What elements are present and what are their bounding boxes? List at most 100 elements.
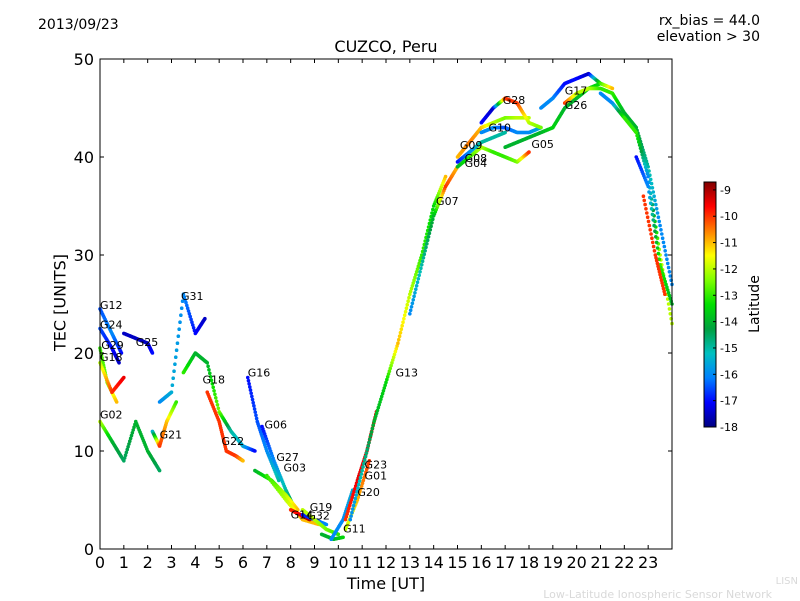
satellite-label: G23 <box>365 459 388 472</box>
data-point <box>657 270 662 274</box>
data-point <box>427 231 432 236</box>
data-point <box>661 240 666 245</box>
data-point <box>122 459 126 463</box>
data-point <box>248 385 252 389</box>
colorbar-tick-label: -10 <box>720 210 738 223</box>
colorbar-tick-label: -16 <box>720 368 738 381</box>
data-point <box>385 377 389 382</box>
data-point <box>665 285 669 290</box>
x-tick-label: 16 <box>471 553 491 572</box>
colorbar-tick-label: -12 <box>720 263 738 276</box>
data-point <box>415 280 420 285</box>
data-point <box>666 291 671 295</box>
series-G28 <box>479 96 543 130</box>
satellite-label: G19 <box>310 501 333 514</box>
data-point <box>117 361 121 365</box>
colorbar <box>703 181 717 428</box>
data-point <box>254 413 258 418</box>
satellite-label: G14 <box>291 509 314 522</box>
data-point <box>424 245 428 250</box>
data-point <box>364 451 369 455</box>
data-point <box>185 306 190 311</box>
data-point <box>249 391 253 396</box>
data-point <box>397 334 402 339</box>
colorbar-tick-label: -9 <box>720 184 731 197</box>
data-point <box>248 388 253 392</box>
data-point <box>647 190 651 194</box>
data-point <box>212 389 216 393</box>
data-point <box>208 375 213 379</box>
x-tick-label: 0 <box>95 553 105 572</box>
data-point <box>404 306 409 311</box>
x-tick-label: 17 <box>495 553 515 572</box>
data-point <box>642 159 646 163</box>
data-point <box>206 364 210 369</box>
data-point <box>663 249 667 253</box>
data-point <box>341 535 345 540</box>
data-point <box>352 489 356 494</box>
colorbar-tick-label: -11 <box>720 237 738 250</box>
satellite-label: G25 <box>136 336 159 349</box>
data-point <box>375 408 380 413</box>
data-point <box>188 314 193 319</box>
data-point <box>411 281 416 285</box>
x-tick-label: 2 <box>143 553 153 572</box>
satellite-label: G22 <box>222 435 245 448</box>
data-point <box>641 155 645 160</box>
data-point <box>650 236 654 240</box>
data-point <box>639 149 644 154</box>
data-point <box>391 355 396 360</box>
data-point <box>646 219 651 224</box>
x-tick-label: 5 <box>214 553 224 572</box>
data-point <box>650 240 655 245</box>
data-point <box>369 430 374 434</box>
series-G07 <box>408 165 460 316</box>
data-point <box>396 337 401 342</box>
x-tick-label: 14 <box>423 553 443 572</box>
satellite-label: G29 <box>101 339 124 352</box>
data-point <box>653 198 657 203</box>
series-G17 <box>539 71 615 110</box>
data-point <box>381 389 386 393</box>
data-point <box>412 278 416 283</box>
data-point <box>359 487 363 491</box>
data-point <box>660 236 665 240</box>
data-point <box>646 174 650 179</box>
series-G13 <box>348 174 448 522</box>
satellite-label: G31 <box>181 290 204 303</box>
data-point <box>350 495 355 500</box>
data-point <box>643 202 647 207</box>
series-G25 <box>122 331 155 355</box>
data-point <box>379 397 383 402</box>
data-point <box>122 375 126 380</box>
data-point <box>384 380 388 385</box>
data-point <box>374 411 379 416</box>
data-point <box>400 323 404 328</box>
data-point <box>345 512 349 516</box>
data-point <box>431 217 435 222</box>
data-point <box>408 292 412 297</box>
data-point <box>175 341 180 346</box>
data-point <box>360 481 365 486</box>
data-point <box>251 400 256 405</box>
data-point <box>651 244 656 249</box>
data-point <box>376 405 381 410</box>
x-tick-label: 11 <box>352 553 372 572</box>
data-point <box>419 266 423 271</box>
satellite-label: G18 <box>202 373 225 386</box>
satellite-label: G27 <box>276 451 299 464</box>
data-point <box>173 362 177 367</box>
data-point <box>363 473 367 477</box>
data-point <box>126 445 130 449</box>
data-point <box>368 437 372 441</box>
data-point <box>430 221 434 225</box>
data-point <box>359 472 364 476</box>
data-point <box>652 223 656 228</box>
data-point <box>638 146 643 151</box>
data-point <box>660 281 664 285</box>
x-tick-label: 22 <box>614 553 634 572</box>
data-point <box>644 168 649 173</box>
series-G26c <box>634 155 674 306</box>
x-tick-label: 7 <box>262 553 272 572</box>
satellite-label: G12 <box>100 299 123 312</box>
